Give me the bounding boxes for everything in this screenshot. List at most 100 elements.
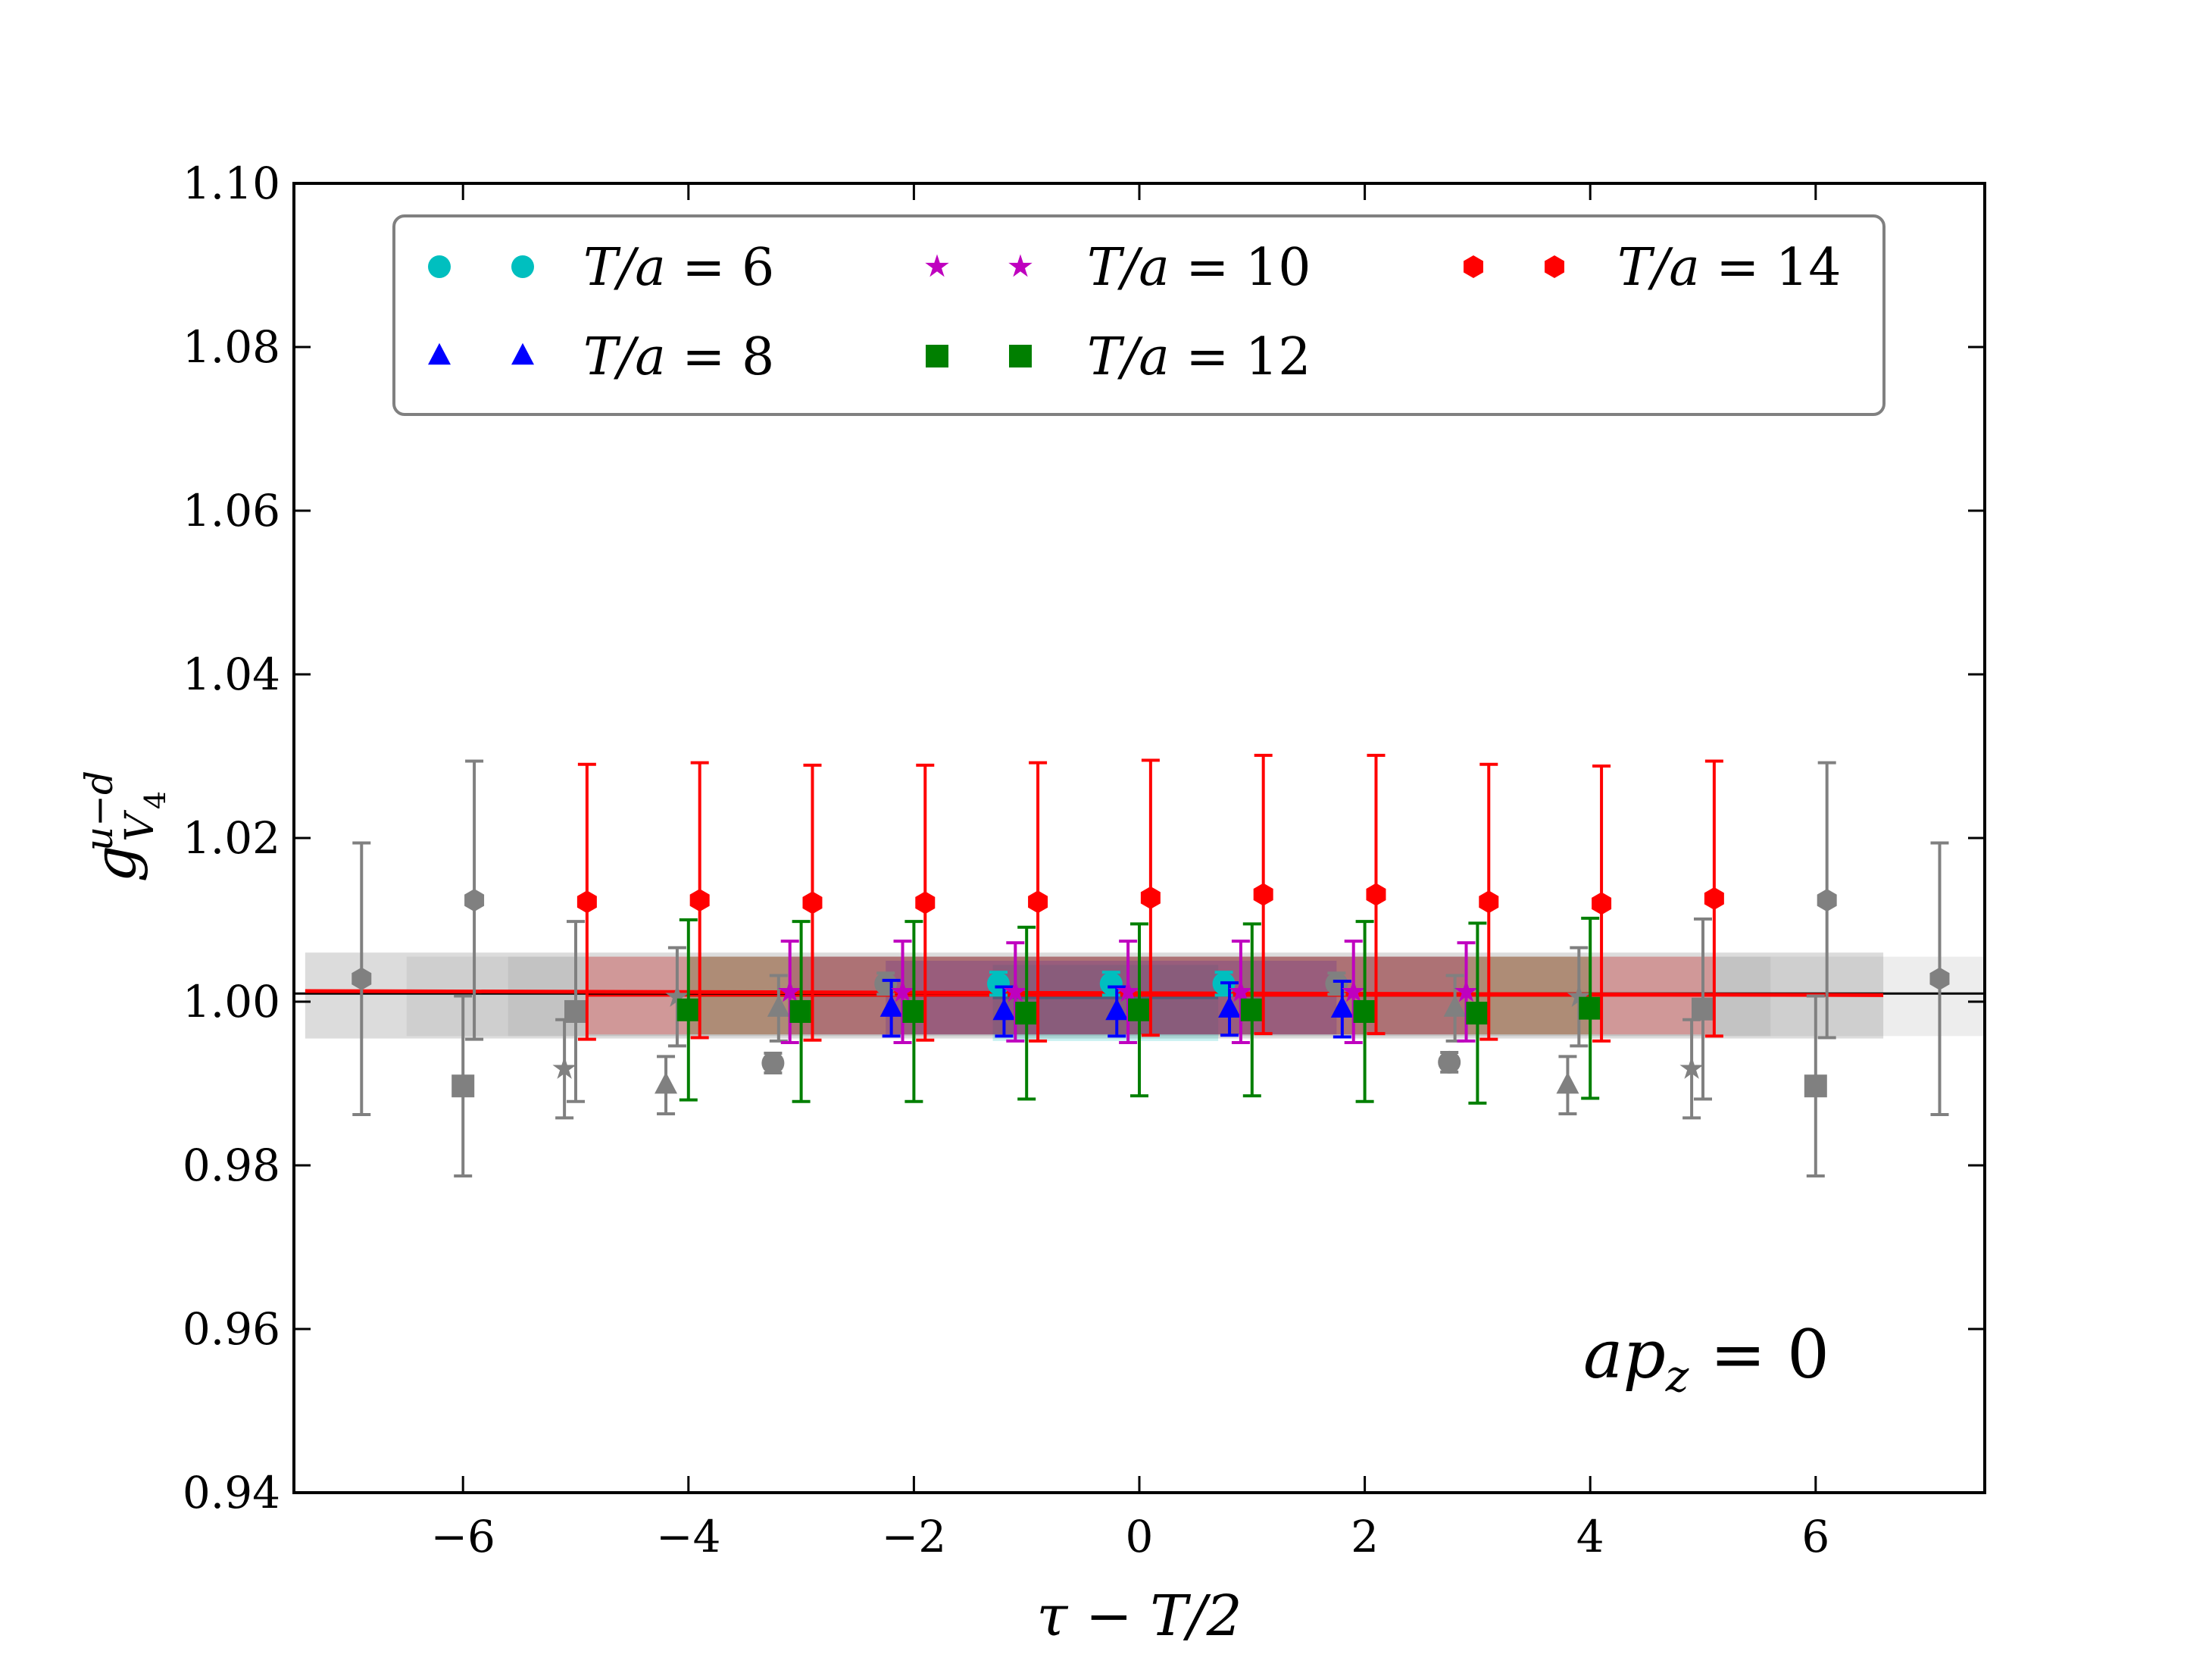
y-axis-label-main: g xyxy=(81,846,148,883)
annotation-lhs: ap xyxy=(1583,1315,1666,1393)
excluded-point-s5-4 xyxy=(1929,841,1950,1117)
legend-marker-1a xyxy=(428,255,451,278)
legend-entry-2: T/a = 8 xyxy=(428,327,774,387)
data-point-s4-9-marker xyxy=(1579,996,1602,1020)
data-point-s4-4 xyxy=(1015,925,1039,1101)
data-point-s3-7-marker xyxy=(1454,979,1479,1002)
data-point-s2-5 xyxy=(1330,980,1354,1039)
data-point-s5-10-marker xyxy=(1592,892,1612,915)
excluded-point-s5-3 xyxy=(1817,761,1837,1040)
y-tick-label: 1.02 xyxy=(183,812,280,864)
data-point-s2-3 xyxy=(1105,985,1129,1038)
excluded-point-s2-4-marker xyxy=(1556,1071,1579,1094)
data-point-s5-7 xyxy=(1253,753,1273,1036)
data-point-s4-7-marker xyxy=(1353,999,1376,1023)
data-point-s4-2 xyxy=(789,920,813,1103)
legend-marker-2a xyxy=(428,342,451,365)
x-tick-label: 6 xyxy=(1801,1511,1829,1562)
data-point-s5-6-marker xyxy=(1140,886,1161,909)
legend-entry-4: T/a = 12 xyxy=(926,327,1311,387)
data-point-s5-9-marker xyxy=(1479,890,1499,914)
data-point-s1-1 xyxy=(987,971,1010,997)
data-point-s2-1 xyxy=(879,978,903,1038)
data-point-s3-1-marker xyxy=(778,979,802,1002)
excluded-point-s1-2-marker xyxy=(874,972,898,996)
data-point-s5-8 xyxy=(1366,753,1386,1036)
excluded-point-s4-2 xyxy=(564,920,587,1103)
legend-marker-5b xyxy=(1545,255,1564,278)
data-point-s4-5 xyxy=(1128,922,1151,1098)
excluded-point-s2-1 xyxy=(655,1055,678,1115)
data-point-s3-3-marker xyxy=(1003,979,1028,1002)
data-point-s4-9 xyxy=(1579,916,1602,1100)
data-point-s5-9 xyxy=(1479,762,1499,1041)
data-point-s2-5-marker xyxy=(1330,996,1354,1018)
legend: T/a = 6T/a = 8T/a = 10T/a = 12T/a = 14 xyxy=(392,214,1886,416)
data-point-s4-7 xyxy=(1353,920,1376,1103)
legend-label-rhs: = 14 xyxy=(1700,238,1842,298)
data-point-s3-1 xyxy=(778,940,802,1044)
data-point-s1-2 xyxy=(1099,971,1123,997)
x-tick-label: 2 xyxy=(1351,1511,1379,1562)
data-point-s3-2 xyxy=(890,940,915,1044)
annotation-text: apz = 0 xyxy=(1583,1315,1829,1402)
y-axis-label-sup: u−d xyxy=(77,771,121,851)
legend-label-lhs: T/a xyxy=(1087,327,1170,387)
legend-label-lhs: T/a xyxy=(583,327,666,387)
legend-label-2: T/a = 8 xyxy=(583,327,774,387)
y-tick-label: 1.00 xyxy=(183,976,280,1027)
excluded-point-s5-1-marker xyxy=(351,967,372,990)
excluded-point-s3-3-marker xyxy=(1567,984,1592,1007)
excluded-point-s2-4 xyxy=(1556,1055,1579,1115)
x-tick-label: −6 xyxy=(430,1511,495,1562)
excluded-point-s3-2-marker xyxy=(665,984,689,1007)
legend-marker-1b xyxy=(511,255,534,278)
data-point-s4-5-marker xyxy=(1128,998,1151,1021)
combined-fit-line xyxy=(305,989,1884,997)
excluded-point-s4-4-marker xyxy=(1804,1074,1827,1098)
data-point-s3-3 xyxy=(1003,941,1028,1043)
data-point-s5-4-marker xyxy=(915,891,936,915)
excluded-point-s3-3 xyxy=(1567,946,1592,1048)
data-point-s4-3 xyxy=(902,920,926,1103)
x-tick-label: −4 xyxy=(656,1511,721,1562)
data-point-s5-11 xyxy=(1704,759,1724,1038)
data-point-s4-1-marker xyxy=(676,998,700,1021)
y-tick-label: 1.04 xyxy=(183,649,280,700)
excluded-point-s2-2-marker xyxy=(767,995,790,1017)
data-point-s3-6-marker xyxy=(1342,979,1366,1002)
data-point-s5-3-marker xyxy=(802,891,823,915)
data-point-s4-3-marker xyxy=(902,999,926,1023)
legend-entry-3: T/a = 10 xyxy=(925,238,1311,298)
y-axis-label-subsub: 4 xyxy=(139,791,172,809)
data-point-s4-2-marker xyxy=(789,999,813,1023)
excluded-point-s5-4-marker xyxy=(1929,967,1950,990)
x-tick-label: 4 xyxy=(1576,1511,1604,1562)
data-point-s2-1-marker xyxy=(879,995,903,1017)
data-point-s5-2-marker xyxy=(689,889,710,912)
data-point-s3-5-marker xyxy=(1229,979,1253,1002)
legend-label-4: T/a = 12 xyxy=(1087,327,1311,387)
data-point-s1-1-marker xyxy=(987,972,1010,996)
excluded-point-s4-2-marker xyxy=(564,999,587,1023)
annotation-sub: z xyxy=(1665,1350,1689,1402)
y-axis-label-sub: V xyxy=(117,810,163,842)
y-tick-label: 1.10 xyxy=(183,158,280,209)
legend-label-rhs: = 10 xyxy=(1170,238,1311,298)
legend-entry-1: T/a = 6 xyxy=(428,238,774,298)
data-point-s5-3 xyxy=(802,763,823,1042)
data-point-s5-7-marker xyxy=(1253,883,1273,906)
legend-label-1: T/a = 6 xyxy=(583,238,774,298)
excluded-point-s3-2 xyxy=(665,946,689,1048)
data-point-s4-6 xyxy=(1240,922,1264,1098)
excluded-point-s5-3-marker xyxy=(1817,889,1837,912)
axes-layer: −6 −4 −2 0 2 4 6 0.94 0.96 0.98 1.00 1.02 1.04 1.06 1.… xyxy=(77,158,1986,1649)
data-point-s5-8-marker xyxy=(1366,883,1386,906)
legend-label-lhs: T/a xyxy=(1617,238,1700,298)
data-point-s2-2 xyxy=(992,985,1016,1038)
excluded-point-s2-3-marker xyxy=(1443,995,1467,1017)
excluded-point-s1-1 xyxy=(761,1052,785,1074)
excluded-point-s5-1 xyxy=(351,841,372,1117)
excluded-point-s1-4 xyxy=(1438,1050,1461,1074)
excluded-point-s1-1-marker xyxy=(761,1052,785,1074)
